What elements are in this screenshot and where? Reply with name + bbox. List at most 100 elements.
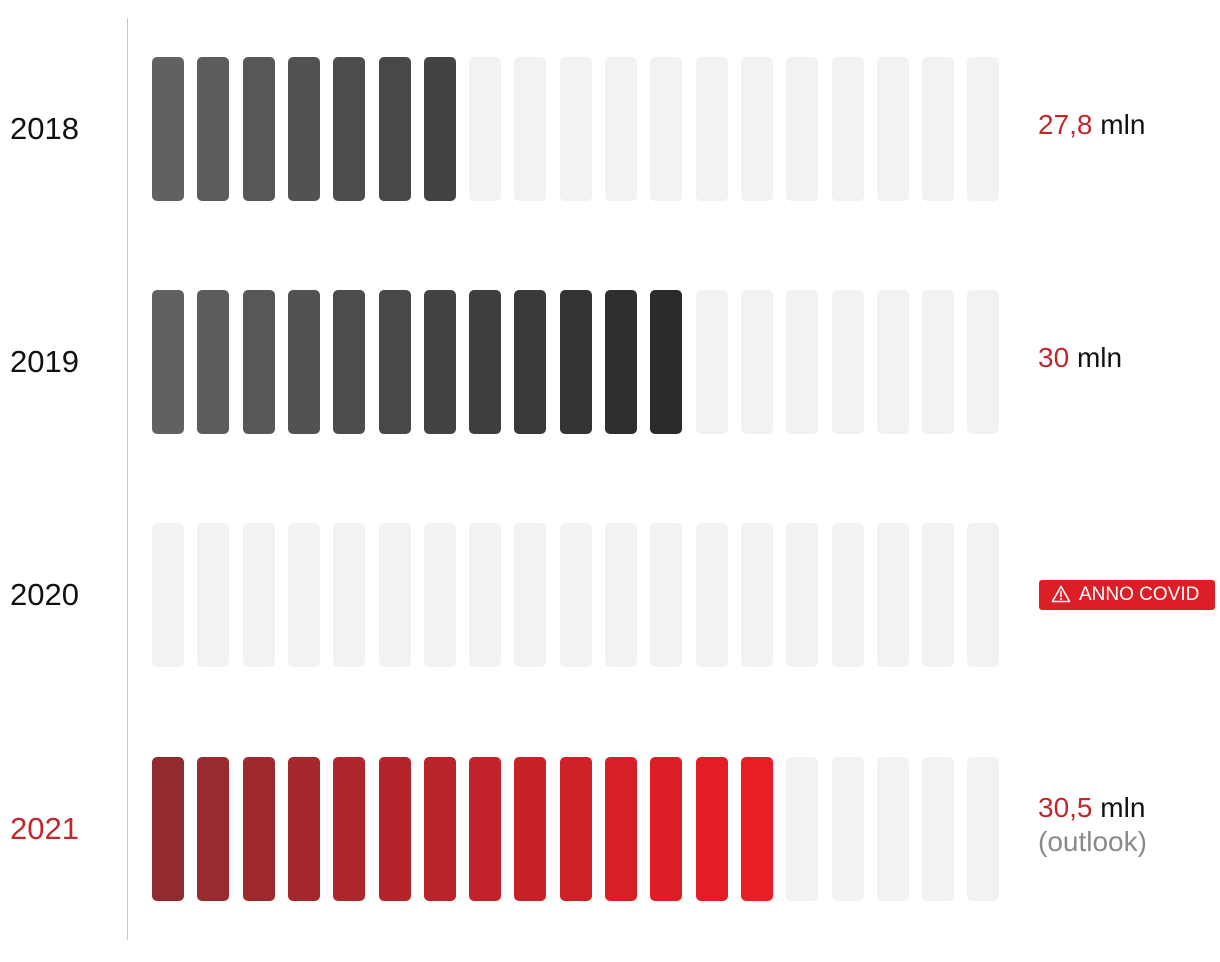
segment-track: [152, 57, 1000, 201]
bar-segment-empty: [650, 523, 682, 667]
bar-segment-empty: [922, 523, 954, 667]
bar-segment-empty: [741, 57, 773, 201]
value-label: 27,8 mln: [1038, 109, 1145, 141]
bar-segment-empty: [469, 57, 501, 201]
bar-segment-empty: [379, 523, 411, 667]
value-number: 27,8: [1038, 109, 1093, 140]
value-label: 30 mln: [1038, 342, 1122, 374]
bar-segment-empty: [514, 523, 546, 667]
badge-text: ANNO COVID: [1079, 584, 1200, 605]
bar-segment-filled: [288, 290, 320, 434]
bar-segment-filled: [333, 290, 365, 434]
bar-segment-empty: [424, 523, 456, 667]
bar-segment-filled: [152, 757, 184, 901]
bar-segment-empty: [696, 290, 728, 434]
bar-segment-filled: [288, 757, 320, 901]
bar-segment-filled: [333, 757, 365, 901]
bar-segment-filled: [560, 290, 592, 434]
warning-icon: [1051, 585, 1071, 603]
bar-segment-empty: [741, 523, 773, 667]
bar-segment-empty: [288, 523, 320, 667]
value-unit: mln: [1100, 792, 1146, 823]
bar-segment-filled: [379, 290, 411, 434]
bar-segment-filled: [650, 757, 682, 901]
bar-segment-empty: [832, 523, 864, 667]
bar-segment-filled: [333, 57, 365, 201]
bar-segment-filled: [197, 757, 229, 901]
row-2020: 2020: [0, 523, 1220, 667]
bar-segment-filled: [243, 757, 275, 901]
bar-segment-empty: [696, 523, 728, 667]
bar-segment-filled: [152, 290, 184, 434]
bar-segment-filled: [469, 757, 501, 901]
value-number: 30: [1038, 342, 1070, 373]
bar-segment-empty: [967, 290, 999, 434]
bar-segment-filled: [741, 757, 773, 901]
covid-badge: ANNO COVID: [1039, 580, 1215, 610]
value-unit: mln: [1076, 342, 1123, 373]
bar-segment-empty: [514, 57, 546, 201]
bar-segment-empty: [696, 57, 728, 201]
row-2019: 2019 30 mln: [0, 290, 1220, 434]
bar-segment-filled: [243, 57, 275, 201]
bar-segment-empty: [832, 290, 864, 434]
bar-segment-empty: [786, 757, 818, 901]
bar-segment-empty: [786, 523, 818, 667]
bar-segment-empty: [605, 523, 637, 667]
bar-segment-empty: [333, 523, 365, 667]
bar-segment-empty: [152, 523, 184, 667]
bar-segment-empty: [922, 290, 954, 434]
bar-segment-filled: [650, 290, 682, 434]
bar-segment-empty: [967, 757, 999, 901]
bar-segment-empty: [832, 757, 864, 901]
year-label: 2021: [10, 811, 79, 846]
segment-track: [152, 290, 1000, 434]
segment-track: [152, 523, 1000, 667]
bar-segment-empty: [922, 57, 954, 201]
bar-segment-filled: [379, 757, 411, 901]
bar-segment-empty: [786, 290, 818, 434]
bar-segment-filled: [469, 290, 501, 434]
bar-segment-filled: [379, 57, 411, 201]
year-label: 2019: [10, 344, 79, 379]
bar-segment-empty: [197, 523, 229, 667]
value-number: 30,5: [1038, 792, 1093, 823]
bar-segment-empty: [967, 523, 999, 667]
bar-segment-empty: [832, 57, 864, 201]
bar-segment-empty: [877, 757, 909, 901]
value-note: (outlook): [1038, 826, 1147, 857]
bar-segment-empty: [741, 290, 773, 434]
bar-segment-empty: [469, 523, 501, 667]
bar-segment-empty: [243, 523, 275, 667]
bar-segment-filled: [424, 757, 456, 901]
year-label: 2020: [10, 577, 79, 612]
bar-segment-filled: [514, 757, 546, 901]
year-label: 2018: [10, 111, 79, 146]
bar-segment-filled: [605, 757, 637, 901]
bar-segment-empty: [650, 57, 682, 201]
bar-segment-filled: [197, 290, 229, 434]
segment-track: [152, 757, 1000, 901]
value-label: 30,5 mln (outlook): [1038, 792, 1147, 858]
bar-segment-empty: [877, 57, 909, 201]
bar-segment-filled: [514, 290, 546, 434]
bar-segment-filled: [560, 757, 592, 901]
axis-line: [127, 18, 128, 940]
bar-segment-filled: [197, 57, 229, 201]
value-unit: mln: [1100, 109, 1146, 140]
bar-segment-filled: [424, 57, 456, 201]
bar-segment-empty: [605, 57, 637, 201]
row-2018: 2018 27,8 mln: [0, 57, 1220, 201]
bar-segment-filled: [696, 757, 728, 901]
bar-segment-filled: [152, 57, 184, 201]
bar-segment-empty: [922, 757, 954, 901]
bar-segment-filled: [424, 290, 456, 434]
bar-segment-filled: [288, 57, 320, 201]
bar-segment-empty: [560, 523, 592, 667]
bar-segment-empty: [967, 57, 999, 201]
row-2021: 2021 30,5 mln (outlook): [0, 757, 1220, 901]
bar-segment-empty: [786, 57, 818, 201]
bar-segment-filled: [605, 290, 637, 434]
bar-segment-empty: [877, 523, 909, 667]
bar-segment-empty: [877, 290, 909, 434]
